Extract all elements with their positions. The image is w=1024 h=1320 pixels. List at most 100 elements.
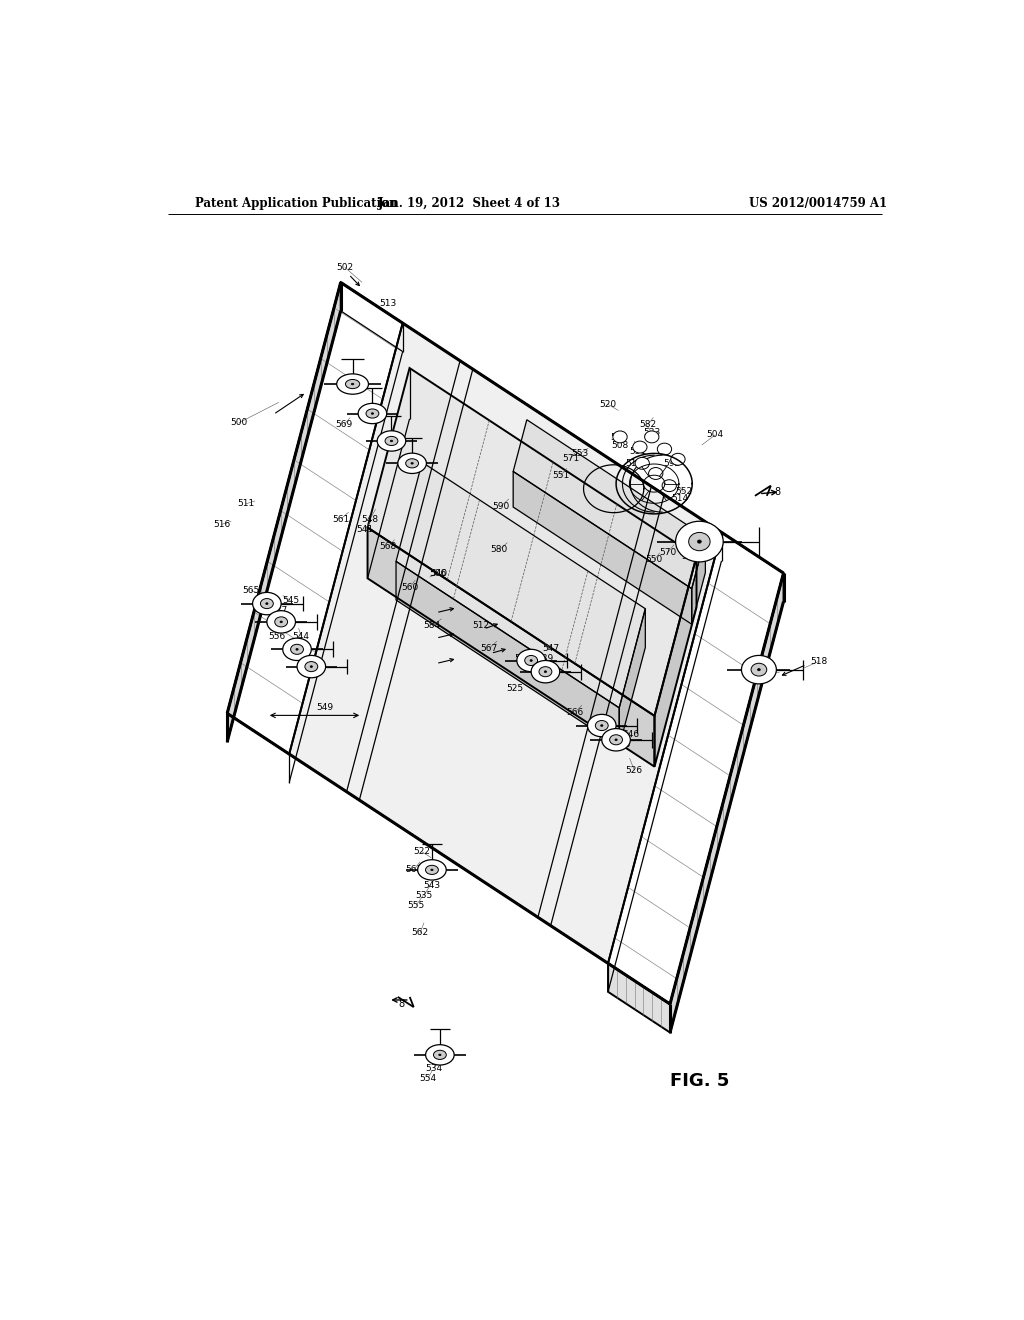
Ellipse shape: [633, 441, 647, 453]
Ellipse shape: [305, 661, 317, 672]
Text: 563: 563: [406, 866, 422, 874]
Text: 551: 551: [552, 471, 569, 480]
Text: 592: 592: [664, 459, 680, 467]
Ellipse shape: [530, 660, 532, 661]
Polygon shape: [396, 462, 645, 708]
Text: Jan. 19, 2012  Sheet 4 of 13: Jan. 19, 2012 Sheet 4 of 13: [378, 197, 561, 210]
Text: 530: 530: [681, 552, 698, 561]
Text: 532: 532: [691, 543, 708, 552]
Text: 584: 584: [423, 622, 440, 631]
Text: 555: 555: [408, 902, 425, 909]
Ellipse shape: [426, 866, 438, 874]
Text: 514: 514: [671, 495, 688, 503]
Text: 511: 511: [237, 499, 254, 508]
Ellipse shape: [260, 598, 273, 609]
Text: 581: 581: [610, 433, 627, 442]
Text: 537: 537: [270, 606, 288, 615]
Text: 502: 502: [336, 263, 353, 272]
Text: 570: 570: [659, 548, 676, 557]
Ellipse shape: [310, 665, 312, 668]
Ellipse shape: [676, 521, 723, 562]
Text: 556: 556: [268, 631, 286, 640]
Polygon shape: [368, 528, 654, 767]
Ellipse shape: [615, 739, 617, 741]
Ellipse shape: [397, 453, 426, 474]
Ellipse shape: [545, 671, 547, 673]
Ellipse shape: [291, 644, 303, 655]
Ellipse shape: [280, 620, 283, 623]
Polygon shape: [513, 420, 706, 589]
Text: 524: 524: [698, 543, 716, 552]
Ellipse shape: [601, 725, 603, 726]
Text: 566: 566: [566, 708, 584, 717]
Ellipse shape: [253, 593, 282, 615]
Text: 548: 548: [361, 515, 379, 524]
Text: FIG. 5: FIG. 5: [670, 1072, 729, 1090]
Text: 533: 533: [643, 428, 660, 437]
Text: 506: 506: [429, 569, 446, 578]
Ellipse shape: [758, 668, 760, 671]
Ellipse shape: [266, 603, 268, 605]
Text: 525: 525: [507, 685, 524, 693]
Text: 8: 8: [774, 487, 780, 496]
Polygon shape: [692, 537, 706, 624]
Ellipse shape: [377, 430, 406, 451]
Text: US 2012/0014759 A1: US 2012/0014759 A1: [750, 197, 888, 210]
Text: 562: 562: [412, 928, 429, 937]
Ellipse shape: [337, 374, 369, 395]
Ellipse shape: [635, 457, 649, 470]
Text: 508: 508: [611, 441, 629, 450]
Ellipse shape: [531, 660, 560, 682]
Polygon shape: [227, 282, 341, 742]
Ellipse shape: [274, 616, 288, 627]
Ellipse shape: [697, 540, 701, 544]
Ellipse shape: [345, 379, 359, 388]
Ellipse shape: [741, 656, 776, 684]
Text: 564: 564: [268, 622, 286, 631]
Text: 512: 512: [473, 622, 489, 631]
Text: 510: 510: [626, 459, 643, 467]
Ellipse shape: [283, 638, 311, 660]
Ellipse shape: [406, 459, 419, 467]
Text: 554: 554: [420, 1073, 436, 1082]
Text: 500: 500: [230, 418, 248, 428]
Ellipse shape: [602, 729, 631, 751]
Text: 567: 567: [480, 644, 498, 653]
Text: 539: 539: [536, 653, 553, 663]
Ellipse shape: [431, 869, 433, 871]
Text: 526: 526: [626, 766, 643, 775]
Ellipse shape: [297, 656, 326, 677]
Text: 560: 560: [401, 583, 419, 591]
Text: 561: 561: [332, 515, 349, 524]
Ellipse shape: [372, 413, 374, 414]
Ellipse shape: [366, 409, 379, 418]
Text: Patent Application Publication: Patent Application Publication: [196, 197, 398, 210]
Ellipse shape: [657, 444, 672, 455]
Ellipse shape: [411, 462, 414, 465]
Text: 552: 552: [675, 487, 692, 496]
Text: 582: 582: [639, 420, 656, 429]
Ellipse shape: [613, 430, 627, 442]
Text: 518: 518: [810, 657, 827, 667]
Text: 531: 531: [630, 446, 647, 455]
Ellipse shape: [663, 479, 677, 491]
Ellipse shape: [648, 467, 663, 479]
Text: 580: 580: [490, 545, 508, 554]
Polygon shape: [513, 471, 692, 624]
Ellipse shape: [751, 663, 767, 676]
Polygon shape: [227, 282, 402, 754]
Polygon shape: [620, 609, 645, 747]
Polygon shape: [670, 573, 783, 1032]
Polygon shape: [654, 557, 696, 767]
Ellipse shape: [689, 532, 710, 550]
Polygon shape: [368, 368, 696, 715]
Polygon shape: [227, 282, 783, 1005]
Polygon shape: [608, 532, 783, 1005]
Text: 534: 534: [425, 1064, 442, 1073]
Ellipse shape: [588, 714, 616, 737]
Ellipse shape: [351, 383, 354, 385]
Ellipse shape: [671, 453, 685, 465]
Text: 542: 542: [437, 1053, 454, 1063]
Ellipse shape: [645, 430, 658, 442]
Ellipse shape: [390, 440, 392, 442]
